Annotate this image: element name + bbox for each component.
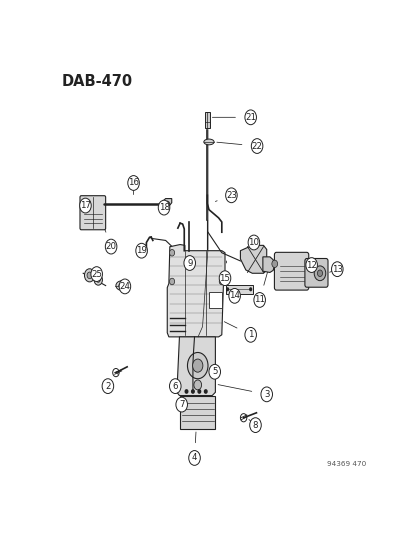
Circle shape (225, 188, 237, 203)
Circle shape (251, 139, 262, 154)
Circle shape (119, 279, 131, 294)
Text: 23: 23 (225, 191, 236, 200)
Ellipse shape (116, 281, 128, 290)
Circle shape (176, 397, 187, 412)
Circle shape (249, 418, 261, 432)
Polygon shape (240, 245, 266, 273)
Circle shape (247, 235, 259, 250)
Circle shape (244, 327, 256, 342)
Circle shape (305, 257, 317, 272)
Text: 8: 8 (252, 421, 258, 430)
Circle shape (260, 387, 272, 402)
Polygon shape (176, 337, 215, 395)
Circle shape (192, 359, 202, 372)
Circle shape (185, 390, 188, 393)
Text: 19: 19 (136, 246, 147, 255)
Circle shape (102, 379, 114, 393)
Circle shape (225, 287, 229, 292)
Text: 17: 17 (80, 201, 91, 210)
Text: 13: 13 (331, 265, 342, 273)
Circle shape (169, 278, 174, 285)
FancyBboxPatch shape (274, 252, 308, 290)
Circle shape (158, 200, 169, 215)
Text: 10: 10 (248, 238, 259, 247)
Circle shape (96, 277, 100, 282)
Circle shape (188, 450, 200, 465)
Text: 5: 5 (211, 367, 217, 376)
Circle shape (313, 266, 325, 281)
FancyBboxPatch shape (80, 196, 105, 230)
Text: 6: 6 (172, 382, 178, 391)
Circle shape (91, 266, 102, 281)
Circle shape (79, 198, 91, 213)
Polygon shape (160, 199, 171, 208)
Text: 16: 16 (128, 179, 139, 188)
Text: 12: 12 (305, 261, 316, 270)
Circle shape (197, 390, 200, 393)
Circle shape (193, 380, 201, 390)
Text: 3: 3 (263, 390, 269, 399)
Text: 94369 470: 94369 470 (326, 461, 365, 467)
Circle shape (209, 365, 220, 379)
Circle shape (219, 278, 224, 285)
Circle shape (128, 175, 139, 190)
Bar (225, 285, 252, 294)
Bar (209, 292, 221, 308)
Circle shape (331, 262, 342, 277)
Circle shape (183, 256, 195, 270)
Text: 9: 9 (187, 259, 192, 268)
Circle shape (164, 201, 169, 207)
Text: 14: 14 (228, 292, 240, 300)
Text: 1: 1 (247, 330, 253, 340)
Circle shape (87, 272, 92, 279)
Circle shape (191, 390, 194, 393)
Circle shape (187, 352, 207, 379)
Circle shape (317, 270, 322, 277)
Text: 4: 4 (191, 454, 197, 463)
Polygon shape (167, 245, 225, 337)
Circle shape (84, 269, 95, 282)
Circle shape (244, 110, 256, 125)
Polygon shape (262, 257, 274, 272)
Polygon shape (180, 395, 215, 429)
Text: 25: 25 (91, 270, 102, 279)
Circle shape (249, 287, 252, 292)
Text: 18: 18 (158, 203, 169, 212)
Text: DAB-470: DAB-470 (61, 74, 132, 89)
Circle shape (219, 271, 230, 286)
Text: 22: 22 (251, 142, 262, 150)
Circle shape (135, 243, 147, 258)
Circle shape (169, 249, 174, 256)
Circle shape (105, 239, 116, 254)
Text: 15: 15 (219, 273, 230, 282)
Circle shape (253, 293, 265, 308)
Ellipse shape (203, 139, 214, 145)
Text: 20: 20 (105, 242, 116, 251)
Text: 21: 21 (244, 113, 256, 122)
Bar (204, 112, 209, 127)
Circle shape (228, 288, 240, 303)
Text: 11: 11 (254, 295, 264, 304)
Text: 24: 24 (119, 282, 130, 291)
Circle shape (271, 260, 277, 268)
Circle shape (169, 379, 180, 393)
Text: 2: 2 (105, 382, 110, 391)
FancyBboxPatch shape (304, 259, 327, 287)
Circle shape (94, 274, 102, 285)
Text: 7: 7 (178, 400, 184, 409)
Circle shape (204, 390, 206, 393)
Ellipse shape (119, 283, 126, 288)
